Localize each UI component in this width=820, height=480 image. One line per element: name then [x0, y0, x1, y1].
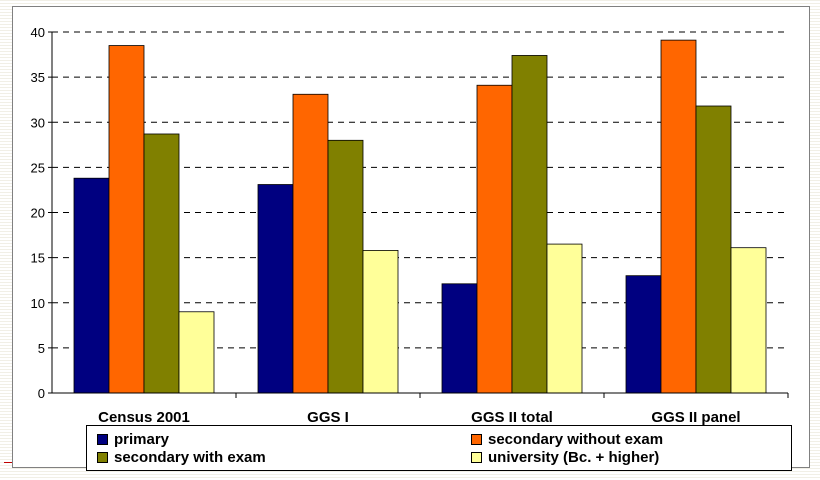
bar-chart: 0 5 10 15 20 25 30 35 40 Census 2001 GGS I GGS II t… — [31, 25, 789, 426]
bar — [476, 84, 513, 394]
legend-swatch-secondary-without-exam — [471, 433, 482, 445]
bar — [362, 250, 399, 394]
legend-swatch-primary — [97, 433, 108, 445]
y-tick-label: 0 — [38, 386, 45, 401]
bar — [546, 243, 583, 394]
bar — [143, 133, 180, 394]
x-category-label: GGS I — [307, 409, 349, 426]
y-tick-label: 40 — [31, 25, 45, 40]
bar — [441, 283, 478, 394]
x-category-label: GGS II total — [471, 409, 553, 426]
bar — [660, 39, 697, 394]
y-tick-label: 25 — [31, 160, 45, 175]
bar — [511, 55, 548, 394]
legend-label-secondary-with-exam: secondary with exam — [114, 448, 266, 466]
bar — [108, 45, 145, 394]
bar — [327, 139, 364, 394]
legend-swatch-secondary-with-exam — [97, 451, 108, 463]
legend-item-secondary-without-exam: secondary without exam — [471, 430, 663, 448]
bar — [695, 105, 732, 394]
bar — [730, 247, 767, 394]
y-tick-label: 20 — [31, 206, 45, 221]
bar — [73, 177, 110, 394]
bar — [257, 184, 294, 394]
chart-frame: 0 5 10 15 20 25 30 35 40 Census 2001 GGS I GGS II t… — [12, 6, 810, 468]
y-tick-label: 15 — [31, 251, 45, 266]
legend-item-secondary-with-exam: secondary with exam — [97, 448, 266, 466]
y-tick-label: 10 — [31, 296, 45, 311]
bar — [292, 93, 329, 394]
y-tick-label: 35 — [31, 70, 45, 85]
bar — [625, 275, 662, 394]
legend-label-university: university (Bc. + higher) — [488, 448, 660, 466]
legend-item-primary: primary — [97, 430, 169, 448]
x-category-label: GGS II panel — [651, 409, 740, 426]
legend-swatch-university — [471, 451, 482, 463]
red-marker — [4, 462, 12, 463]
y-tick-label: 30 — [31, 115, 45, 130]
legend: primary secondary without exam secondary… — [86, 425, 792, 471]
legend-label-primary: primary — [114, 430, 170, 448]
y-tick-label: 5 — [38, 341, 45, 356]
axis-labels: 0 5 10 15 20 25 30 35 40 Census 2001 GGS I GGS II t… — [31, 25, 789, 426]
bars — [73, 39, 767, 394]
x-category-label: Census 2001 — [98, 409, 190, 426]
legend-label-secondary-without-exam: secondary without exam — [488, 430, 664, 448]
legend-item-university: university (Bc. + higher) — [471, 448, 659, 466]
bar — [178, 311, 215, 394]
